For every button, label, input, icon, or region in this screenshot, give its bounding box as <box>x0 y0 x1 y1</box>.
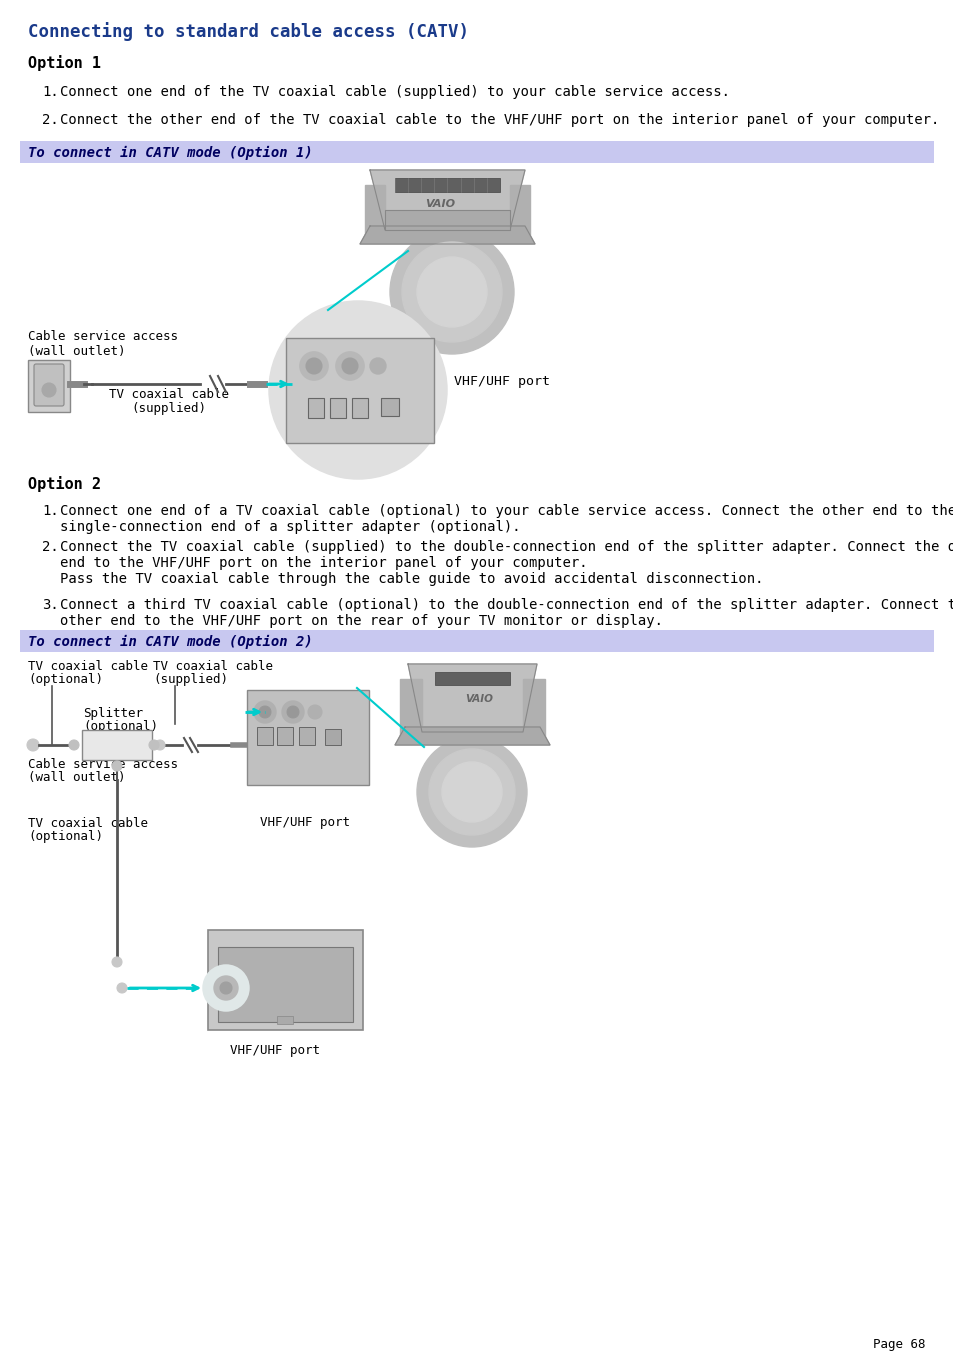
Circle shape <box>204 966 248 1011</box>
Text: (optional): (optional) <box>83 720 158 734</box>
Text: (optional): (optional) <box>28 673 103 686</box>
Text: Option 2: Option 2 <box>28 476 101 492</box>
Text: single-connection end of a splitter adapter (optional).: single-connection end of a splitter adap… <box>60 520 520 534</box>
Circle shape <box>341 358 357 374</box>
FancyBboxPatch shape <box>208 929 363 1029</box>
FancyBboxPatch shape <box>82 730 152 761</box>
Circle shape <box>27 739 39 751</box>
Circle shape <box>117 984 127 993</box>
Text: 1.: 1. <box>42 504 59 517</box>
Circle shape <box>416 738 526 847</box>
Circle shape <box>213 975 237 1000</box>
FancyBboxPatch shape <box>380 399 398 416</box>
Circle shape <box>370 358 386 374</box>
FancyBboxPatch shape <box>395 178 499 192</box>
FancyBboxPatch shape <box>34 363 64 407</box>
Circle shape <box>42 382 56 397</box>
Circle shape <box>220 982 232 994</box>
FancyBboxPatch shape <box>28 359 70 412</box>
Text: (optional): (optional) <box>28 830 103 843</box>
Polygon shape <box>395 727 550 744</box>
Polygon shape <box>365 185 385 235</box>
Text: 2.: 2. <box>42 113 59 127</box>
FancyBboxPatch shape <box>352 399 368 417</box>
Circle shape <box>154 740 165 750</box>
Text: 1.: 1. <box>42 85 59 99</box>
FancyBboxPatch shape <box>20 141 933 163</box>
Text: Connect one end of a TV coaxial cable (optional) to your cable service access. C: Connect one end of a TV coaxial cable (o… <box>60 504 953 517</box>
FancyBboxPatch shape <box>435 671 510 685</box>
FancyBboxPatch shape <box>385 209 510 230</box>
Text: (wall outlet): (wall outlet) <box>28 771 126 784</box>
Text: VAIO: VAIO <box>424 199 455 209</box>
Polygon shape <box>510 185 530 235</box>
Circle shape <box>416 257 486 327</box>
Circle shape <box>429 748 515 835</box>
Text: VHF/UHF port: VHF/UHF port <box>454 376 550 389</box>
Text: (supplied): (supplied) <box>152 673 228 686</box>
Text: Connect the TV coaxial cable (supplied) to the double-connection end of the spli: Connect the TV coaxial cable (supplied) … <box>60 540 953 554</box>
FancyBboxPatch shape <box>308 399 324 417</box>
Text: To connect in CATV mode (Option 2): To connect in CATV mode (Option 2) <box>28 635 313 648</box>
Circle shape <box>287 707 298 717</box>
Text: (wall outlet): (wall outlet) <box>28 345 126 358</box>
Text: To connect in CATV mode (Option 1): To connect in CATV mode (Option 1) <box>28 146 313 159</box>
Text: TV coaxial cable: TV coaxial cable <box>28 817 148 830</box>
Text: 2.: 2. <box>42 540 59 554</box>
Text: other end to the VHF/UHF port on the rear of your TV monitor or display.: other end to the VHF/UHF port on the rea… <box>60 613 662 628</box>
Text: TV coaxial cable: TV coaxial cable <box>109 388 229 401</box>
Circle shape <box>390 230 514 354</box>
Text: Splitter: Splitter <box>83 707 143 720</box>
FancyBboxPatch shape <box>218 947 353 1021</box>
Polygon shape <box>359 226 535 245</box>
Circle shape <box>282 701 304 723</box>
Text: Connect the other end of the TV coaxial cable to the VHF/UHF port on the interio: Connect the other end of the TV coaxial … <box>60 113 939 127</box>
Circle shape <box>306 358 322 374</box>
FancyBboxPatch shape <box>276 1016 293 1024</box>
Text: Connect a third TV coaxial cable (optional) to the double-connection end of the : Connect a third TV coaxial cable (option… <box>60 598 953 612</box>
Polygon shape <box>399 680 421 738</box>
Polygon shape <box>370 170 524 230</box>
Text: VHF/UHF port: VHF/UHF port <box>230 1044 319 1056</box>
FancyBboxPatch shape <box>325 730 340 744</box>
Text: TV coaxial cable: TV coaxial cable <box>28 661 148 673</box>
Circle shape <box>258 707 271 717</box>
FancyBboxPatch shape <box>330 399 346 417</box>
Text: 3.: 3. <box>42 598 59 612</box>
Text: end to the VHF/UHF port on the interior panel of your computer.: end to the VHF/UHF port on the interior … <box>60 557 587 570</box>
FancyBboxPatch shape <box>286 338 434 443</box>
Circle shape <box>335 353 364 380</box>
Polygon shape <box>522 680 544 738</box>
Circle shape <box>299 353 328 380</box>
Text: VHF/UHF port: VHF/UHF port <box>260 816 350 830</box>
Text: Connect one end of the TV coaxial cable (supplied) to your cable service access.: Connect one end of the TV coaxial cable … <box>60 85 729 99</box>
Polygon shape <box>408 663 537 732</box>
FancyBboxPatch shape <box>298 727 314 744</box>
Text: Cable service access: Cable service access <box>28 330 178 343</box>
Circle shape <box>112 957 122 967</box>
FancyBboxPatch shape <box>276 727 293 744</box>
Circle shape <box>149 740 159 750</box>
Circle shape <box>69 740 79 750</box>
Circle shape <box>401 242 501 342</box>
Circle shape <box>270 303 446 478</box>
FancyBboxPatch shape <box>20 630 933 653</box>
Text: Pass the TV coaxial cable through the cable guide to avoid accidental disconnect: Pass the TV coaxial cable through the ca… <box>60 571 762 586</box>
Text: TV coaxial cable: TV coaxial cable <box>152 661 273 673</box>
Circle shape <box>308 705 322 719</box>
Text: Cable service access: Cable service access <box>28 758 178 771</box>
FancyBboxPatch shape <box>256 727 273 744</box>
Circle shape <box>441 762 501 821</box>
FancyBboxPatch shape <box>247 690 369 785</box>
Text: Option 1: Option 1 <box>28 55 101 72</box>
Circle shape <box>112 761 122 771</box>
Circle shape <box>253 701 275 723</box>
Text: VAIO: VAIO <box>464 694 493 704</box>
Text: (supplied): (supplied) <box>132 403 206 415</box>
Text: Page 68: Page 68 <box>873 1337 925 1351</box>
Text: Connecting to standard cable access (CATV): Connecting to standard cable access (CAT… <box>28 22 469 41</box>
